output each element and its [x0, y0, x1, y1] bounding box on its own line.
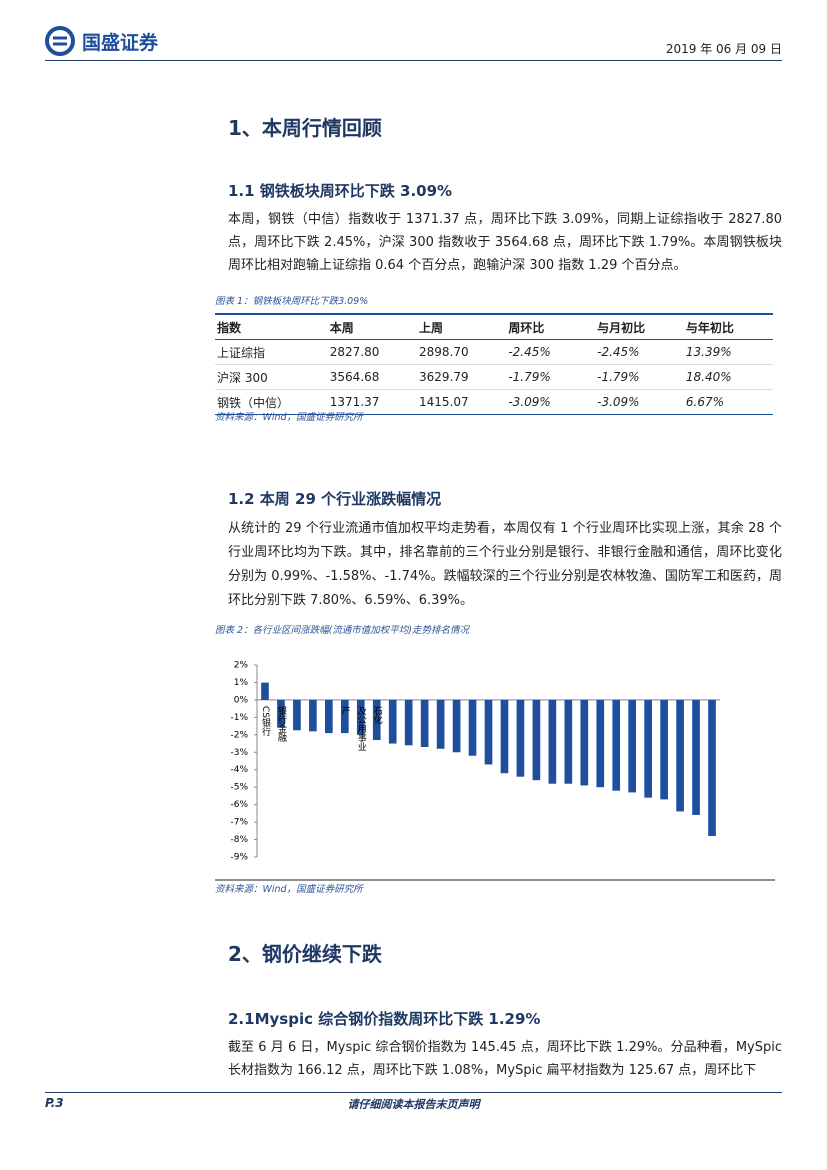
table-cell: 3564.68	[329, 370, 380, 384]
table-cell: 沪深 300	[217, 370, 268, 385]
x-tick-label: 银行金融	[276, 705, 287, 743]
bar	[692, 699, 700, 815]
table-cell: -2.45%	[508, 345, 551, 359]
y-tick-label: -6%	[230, 800, 248, 810]
section-title: 2、钢价继续下跌	[228, 942, 382, 966]
header-rule	[45, 60, 782, 61]
bar	[468, 699, 477, 756]
caption: 图表 1：钢铁板块周环比下跌3.09%	[215, 296, 369, 307]
table-row: 钢铁（中信） 1371.37 1415.07 -3.09% -3.09% 6.67%	[215, 389, 773, 415]
bar	[388, 699, 397, 744]
table-cell: -3.09%	[508, 395, 551, 409]
logo-text: 国盛证券	[82, 32, 159, 54]
bar	[325, 699, 333, 734]
paragraph: 截至 6 月 6 日，Myspic 综合钢价指数为 145.45 点，周环比下跌…	[228, 1040, 782, 1078]
bar	[612, 699, 621, 791]
bar	[500, 699, 509, 774]
y-tick-label: -7%	[230, 818, 248, 828]
bar	[404, 699, 413, 746]
footer-notice: 请仔细阅读本报告末页声明	[347, 1098, 480, 1111]
paragraph: 本周，钢铁（中信）指数收于 1371.37 点，周环比下跌 3.09%，同期上证…	[228, 212, 782, 273]
chart: 2% 1% 0% -1% -2% -3% -4% -5% -6% -7% -8% -9% CS银行 银行金…	[215, 661, 775, 881]
date: 2019 年 06 月 09 日	[665, 42, 782, 56]
table-cell: 与年初比	[685, 320, 734, 335]
bar	[548, 699, 557, 784]
y-tick-label: -5%	[230, 783, 248, 793]
bar	[660, 699, 668, 800]
section-title: 1、本周行情回顾	[228, 116, 382, 140]
page-number: P.3	[45, 1096, 64, 1110]
logo-icon	[45, 26, 75, 56]
y-tick-label: -9%	[230, 853, 248, 863]
bar	[356, 699, 365, 735]
table-cell: 指数	[217, 320, 242, 335]
table-cell: 18.40%	[685, 370, 732, 384]
bar	[708, 699, 716, 837]
table-cell: 13.39%	[685, 345, 732, 359]
table-cell: 2898.70	[419, 345, 469, 359]
table-cell: 本周	[329, 320, 354, 335]
table-cell: -2.45%	[597, 345, 640, 359]
y-tick-label: -8%	[230, 835, 248, 845]
table-cell: -1.79%	[597, 370, 640, 384]
bar	[516, 699, 525, 777]
table-cell: -1.79%	[508, 370, 551, 384]
y-tick-label: -3%	[230, 748, 248, 758]
source: 资料来源：Wind，国盛证券研究所	[215, 412, 363, 423]
bar	[644, 699, 652, 798]
table-row: 上证综指 2827.80 2898.70 -2.45% -2.45% 13.39%	[215, 339, 773, 365]
footer-rule	[45, 1092, 782, 1093]
x-tick-label: 产	[340, 705, 351, 716]
table-cell: 3629.79	[419, 370, 469, 384]
table-row: 沪深 300 3564.68 3629.79 -1.79% -1.79% 18.40%	[215, 364, 773, 390]
bar	[628, 699, 637, 793]
bar	[436, 699, 445, 749]
bar	[580, 699, 589, 786]
table-cell: 钢铁（中信）	[217, 395, 290, 410]
table: 指数 本周 上周 周环比 与月初比 与年初比上证综指 2827.80 2898.70 -2.45…	[215, 313, 773, 415]
x-tick-label: 及公用事业	[356, 706, 367, 751]
y-tick-label: 1%	[234, 678, 249, 688]
x-tick-label: 石化	[372, 706, 383, 725]
subsection-title: 1.2 本周 29 个行业涨跌幅情况	[228, 490, 442, 508]
bar	[261, 682, 269, 700]
bar	[372, 699, 381, 741]
x-tick-label: CS银行	[260, 706, 271, 737]
table-cell: 2827.80	[329, 345, 380, 359]
bar	[484, 699, 493, 765]
y-tick-label: -4%	[230, 765, 248, 775]
y-tick-label: -1%	[230, 713, 248, 723]
table-cell: 与月初比	[597, 320, 646, 335]
bar	[309, 699, 317, 732]
bar	[676, 699, 684, 812]
bar	[293, 699, 301, 731]
bar	[420, 699, 429, 748]
y-tick-label: -2%	[230, 730, 248, 740]
table-header: 指数 本周 上周 周环比 与月初比 与年初比	[215, 314, 773, 340]
bar	[452, 699, 461, 753]
subsection-title: 2.1Myspic 综合钢价指数周环比下跌 1.29%	[228, 1010, 541, 1028]
source: 资料来源：Wind，国盛证券研究所	[215, 884, 363, 895]
table-cell: 1415.07	[419, 395, 469, 409]
bar	[277, 699, 285, 728]
table-cell: 1371.37	[329, 395, 380, 409]
table-cell: 上周	[419, 320, 444, 335]
y-tick-label: 0%	[234, 695, 249, 705]
bar	[532, 699, 541, 781]
table-cell: -3.09%	[597, 395, 640, 409]
paragraph: 从统计的 29 个行业流通市值加权平均走势看，本周仅有 1 个行业周环比实现上涨…	[228, 521, 782, 608]
bar	[340, 699, 349, 734]
y-tick-label: 2%	[234, 661, 249, 671]
table-cell: 周环比	[508, 320, 545, 335]
bar	[596, 699, 605, 788]
subsection-title: 1.1 钢铁板块周环比下跌 3.09%	[228, 182, 453, 200]
table-cell: 6.67%	[685, 395, 725, 409]
table-cell: 上证综指	[217, 345, 266, 360]
bar	[564, 699, 573, 784]
caption: 图表 2：各行业区间涨跌幅(流通市值加权平均)走势排名情况	[215, 625, 469, 636]
